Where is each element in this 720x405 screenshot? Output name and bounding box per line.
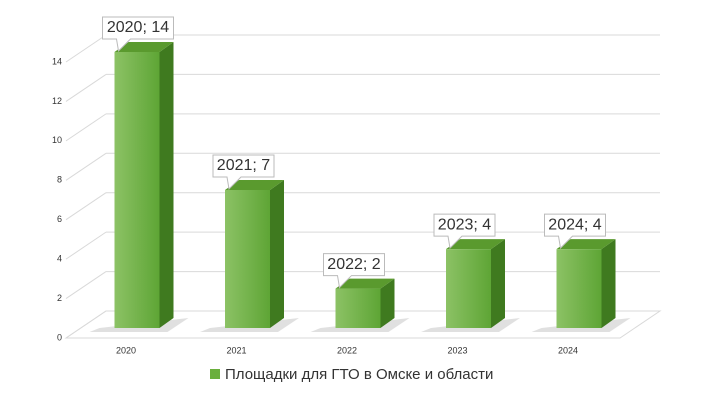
y-tick-label: 12 [52, 96, 62, 106]
grid-line [65, 34, 107, 63]
grid-line [65, 74, 107, 102]
legend-label: Площадки для ГТО в Омске и области [225, 366, 493, 383]
data-label: 2023; 4 [438, 216, 491, 233]
legend-swatch [210, 369, 220, 379]
x-tick-label: 2023 [447, 345, 467, 355]
bar-top [335, 278, 395, 289]
bar-side [380, 278, 395, 328]
y-tick-label: 0 [57, 332, 62, 342]
data-label: 2021; 7 [217, 157, 270, 174]
data-label-box [323, 253, 385, 289]
y-tick-label: 4 [57, 254, 62, 264]
data-label: 2024; 4 [548, 216, 601, 233]
x-tick-label: 2020 [116, 345, 136, 355]
x-tick-label: 2021 [226, 345, 246, 355]
bar-side [270, 180, 284, 328]
grid-line [65, 231, 107, 260]
bar [335, 288, 381, 328]
grid-line [65, 113, 107, 142]
bar-top [446, 239, 505, 250]
data-label-box [102, 16, 174, 53]
x-tick-label: 2022 [337, 345, 357, 355]
bar-side [159, 42, 174, 328]
bar-top [225, 180, 284, 190]
grid-line [65, 152, 107, 181]
grid-line [65, 192, 107, 221]
data-label: 2020; 14 [107, 19, 169, 36]
bar-top [556, 239, 616, 250]
x-tick-label: 2024 [558, 345, 578, 355]
bar-side [601, 239, 616, 328]
legend: Площадки для ГТО в Омске и области [210, 366, 493, 383]
data-label-box [433, 213, 496, 250]
bar-top [114, 42, 174, 52]
bar [225, 190, 270, 328]
data-label: 2022; 2 [327, 256, 380, 273]
bar [446, 249, 491, 328]
bar-side [491, 239, 505, 328]
bar [114, 52, 160, 328]
data-label-box [544, 213, 606, 250]
grid-line [65, 271, 107, 299]
y-tick-label: 8 [57, 175, 62, 185]
y-tick-label: 14 [52, 56, 62, 66]
bar [556, 249, 602, 328]
floor [64, 310, 662, 339]
y-tick-label: 2 [57, 293, 62, 303]
y-tick-label: 6 [57, 214, 62, 224]
data-label-box [212, 154, 275, 191]
y-tick-label: 10 [52, 135, 62, 145]
